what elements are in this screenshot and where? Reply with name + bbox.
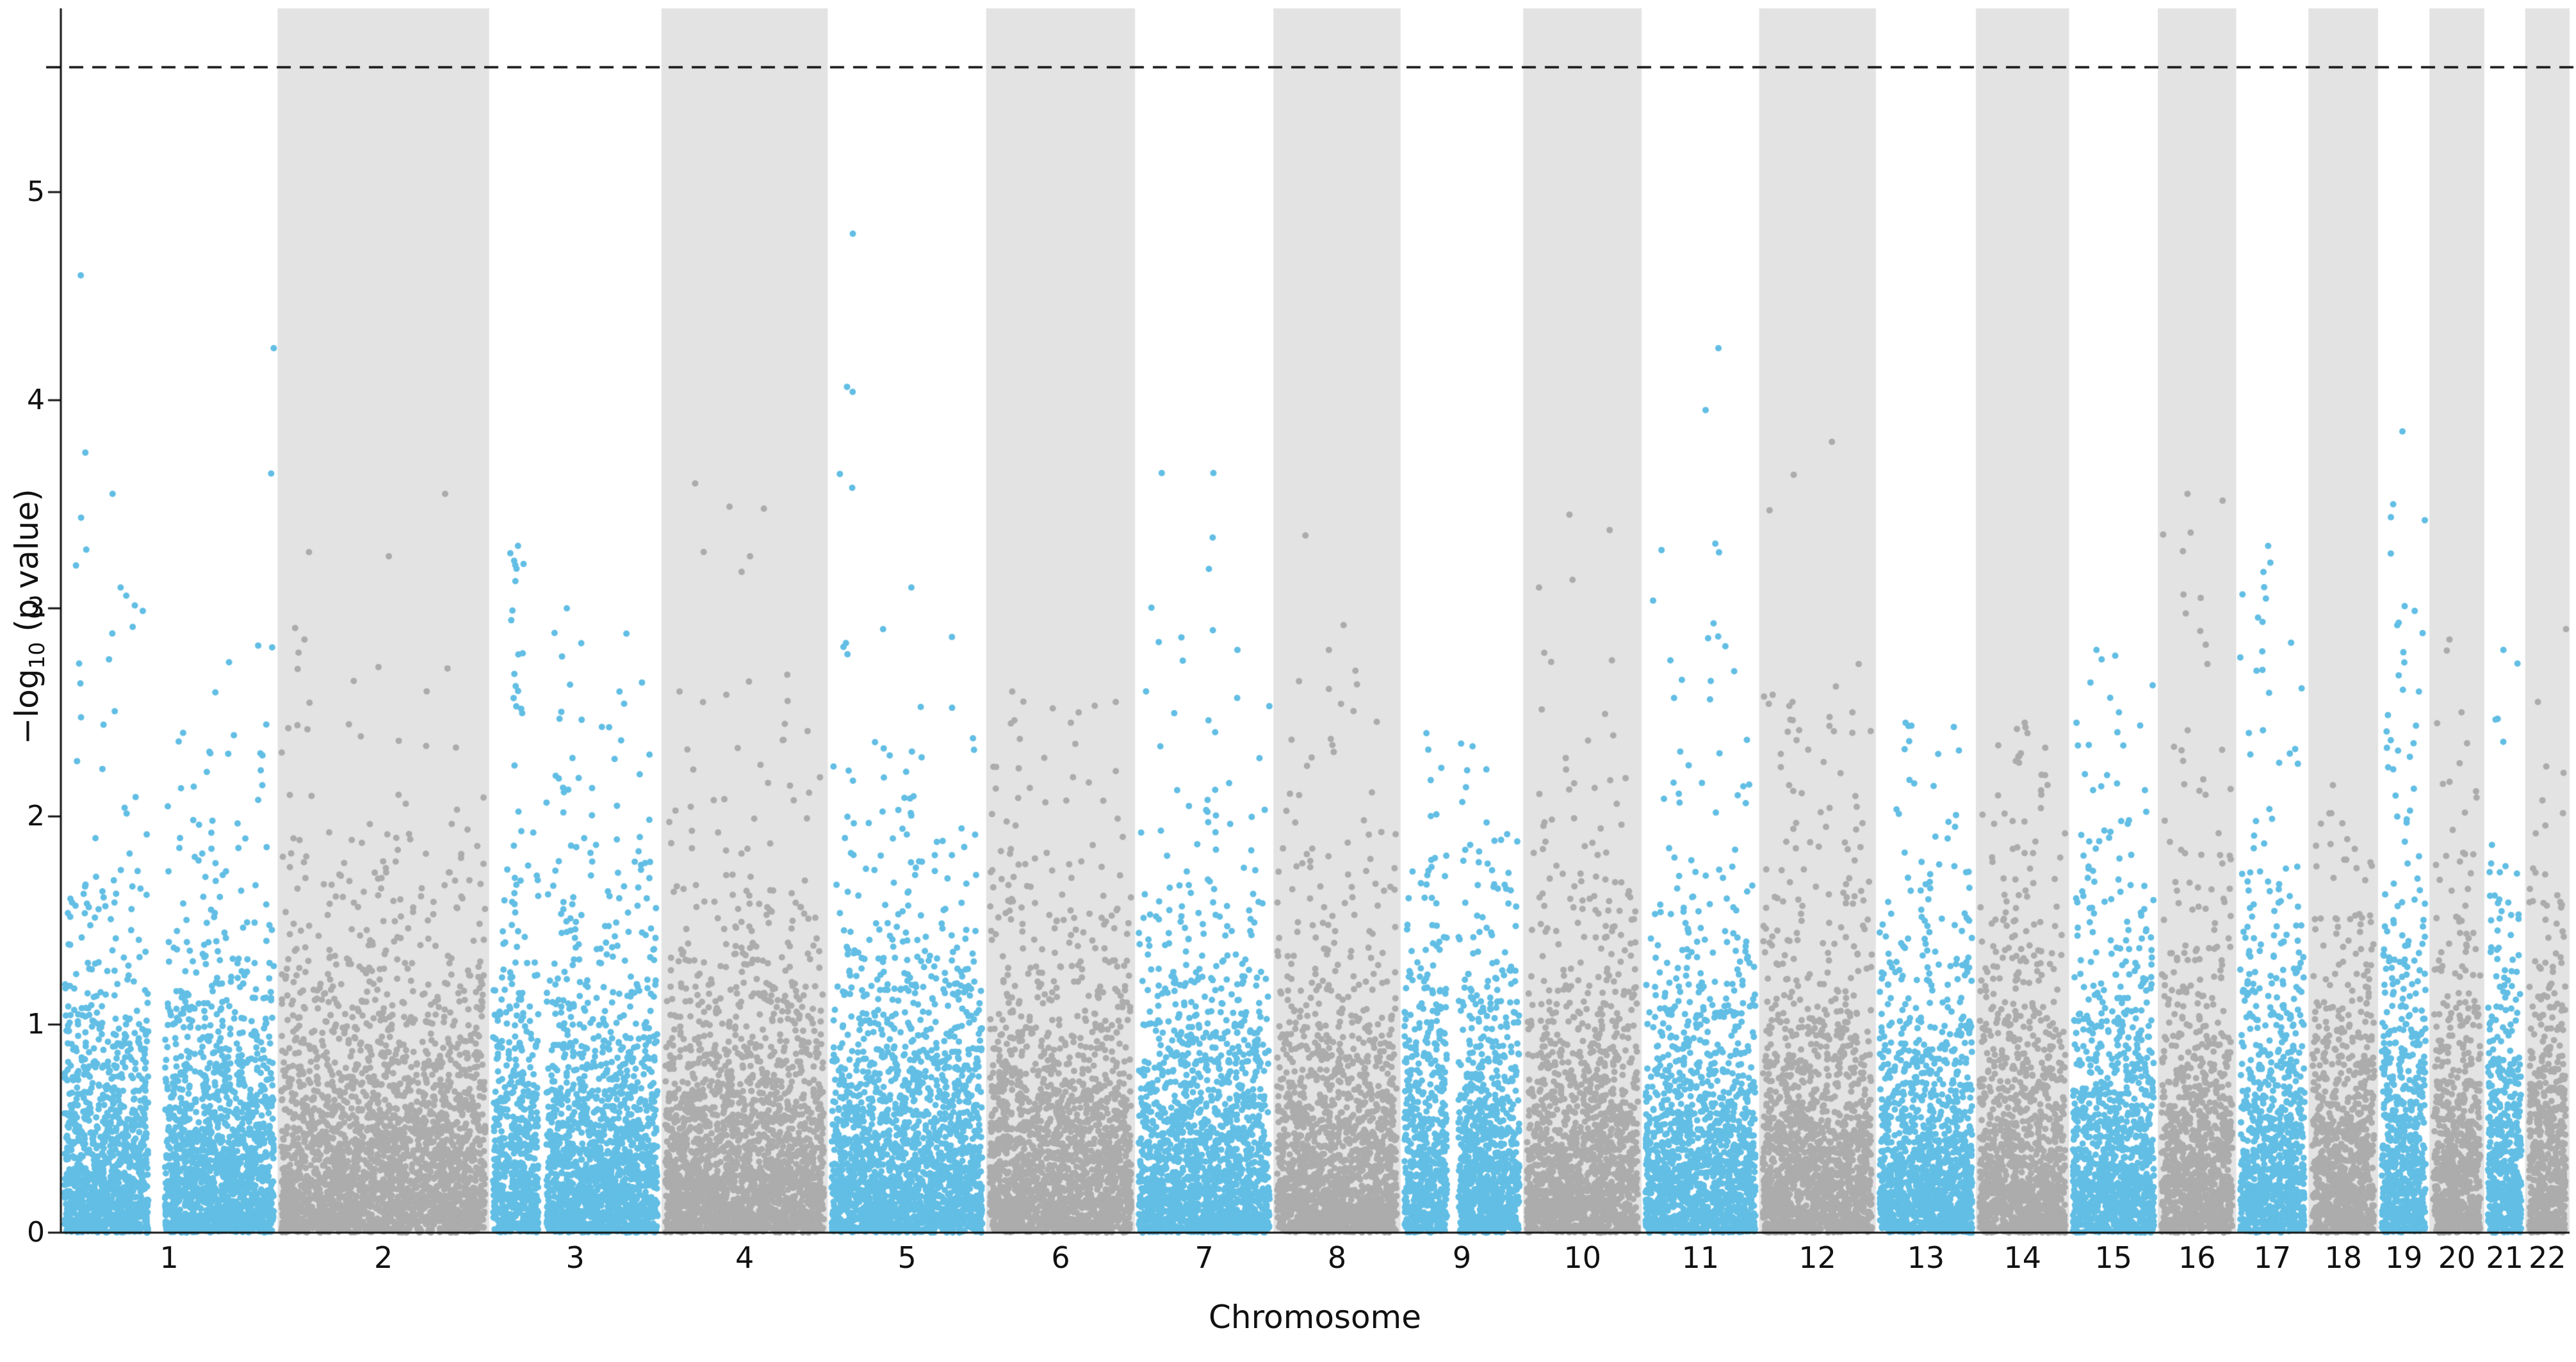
x-tick-label-chr-21: 21 xyxy=(2486,1240,2523,1275)
y-tick-label-1: 1 xyxy=(27,1008,45,1041)
y-tick-label-5: 5 xyxy=(27,175,45,208)
y-tick-label-4: 4 xyxy=(27,384,45,416)
x-tick-label-chr-20: 20 xyxy=(2438,1240,2476,1275)
x-tick-label-chr-10: 10 xyxy=(1563,1240,1602,1275)
y-tick-label-2: 2 xyxy=(27,800,45,832)
x-tick-label-chr-18: 18 xyxy=(2324,1240,2362,1275)
x-tick-label-chr-9: 9 xyxy=(1452,1240,1472,1275)
x-tick-label-chr-14: 14 xyxy=(2003,1240,2042,1275)
x-tick-label-chr-17: 17 xyxy=(2253,1240,2292,1275)
x-tick-label-chr-1: 1 xyxy=(159,1240,179,1275)
x-tick-label-chr-15: 15 xyxy=(2094,1240,2133,1275)
x-tick-label-chr-22: 22 xyxy=(2529,1240,2566,1275)
x-tick-label-chr-16: 16 xyxy=(2178,1240,2216,1275)
x-axis-label: Chromosome xyxy=(1208,1299,1422,1336)
x-tick-label-chr-19: 19 xyxy=(2384,1240,2423,1275)
x-tick-label-chr-11: 11 xyxy=(1681,1240,1720,1275)
x-tick-label-chr-13: 13 xyxy=(1907,1240,1945,1275)
x-tick-label-chr-6: 6 xyxy=(1051,1240,1070,1275)
x-tick-label-chr-2: 2 xyxy=(373,1240,393,1275)
x-tick-label-chr-5: 5 xyxy=(897,1240,917,1275)
y-tick-label-0: 0 xyxy=(27,1216,45,1249)
x-tick-label-chr-3: 3 xyxy=(566,1240,585,1275)
y-axis-label-subscript: 10 xyxy=(24,642,49,669)
x-tick-label-chr-12: 12 xyxy=(1798,1240,1836,1275)
x-tick-label-chr-4: 4 xyxy=(735,1240,754,1275)
y-tick-label-3: 3 xyxy=(27,592,45,624)
y-axis-label-prefix: −log xyxy=(8,669,45,745)
x-tick-label-chr-7: 7 xyxy=(1194,1240,1214,1275)
x-tick-label-chr-8: 8 xyxy=(1327,1240,1347,1275)
